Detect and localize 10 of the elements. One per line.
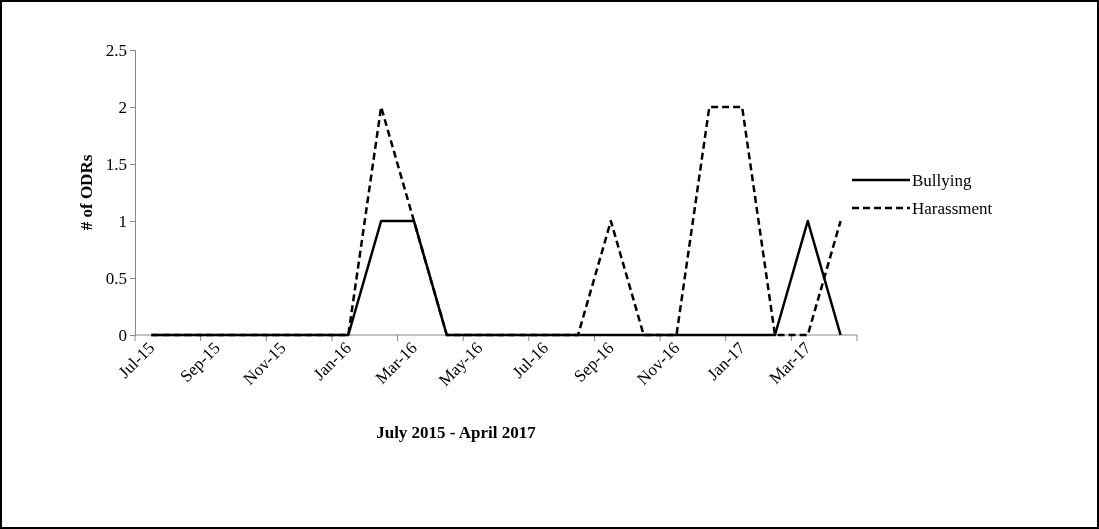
y-tick-label: 0.5 [105,268,127,288]
y-tick-label: 0 [118,325,127,345]
y-tick-label: 1 [118,211,127,231]
legend-label: Harassment [912,199,993,218]
y-tick-label: 1.5 [105,154,127,174]
y-tick-label: 2 [118,97,127,117]
y-axis-title: # of ODRs [77,154,96,231]
x-axis-title: July 2015 - April 2017 [376,423,537,442]
y-tick-label: 2.5 [105,40,127,60]
legend-label: Bullying [912,171,973,190]
